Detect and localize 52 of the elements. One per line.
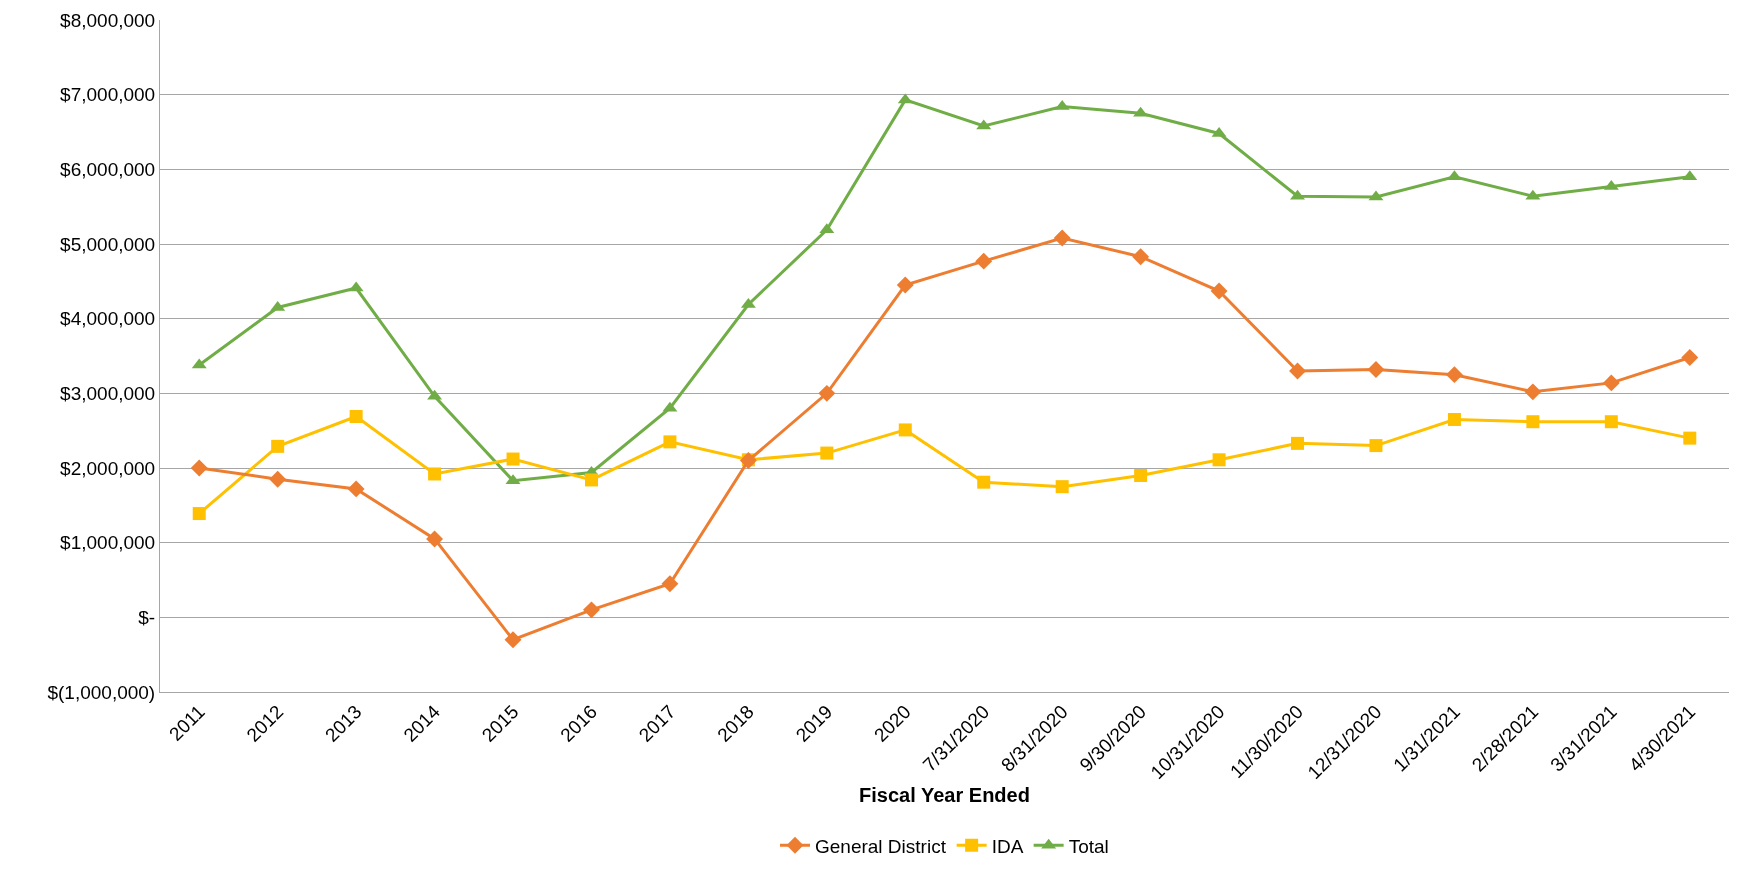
point [426,530,444,548]
point [190,459,208,477]
legend-label: IDA [991,835,1024,857]
point [1447,412,1461,426]
point [663,435,677,449]
point [428,467,442,481]
point [896,276,914,294]
point [271,439,285,453]
point [661,575,679,593]
y-tick-label: $8,000,000 [60,9,156,31]
point [1132,248,1150,266]
legend-label: General District [815,835,947,857]
y-tick-label: $5,000,000 [60,233,156,255]
point [1055,480,1069,494]
point [1369,439,1383,453]
y-tick-label: $3,000,000 [60,382,156,404]
point [1212,453,1226,467]
point [1367,360,1385,378]
point [898,423,912,437]
point [1053,229,1071,247]
point [584,473,598,487]
x-axis-title: Fiscal Year Ended [859,783,1030,806]
point [1210,282,1228,300]
point [192,507,206,521]
point [1134,468,1148,482]
point [1445,366,1463,384]
point [347,480,365,498]
point [504,631,522,649]
point [1524,383,1542,401]
point [1683,431,1697,445]
point [506,452,520,466]
y-tick-label: $4,000,000 [60,308,156,330]
point [349,409,363,423]
point [1526,415,1540,429]
point [1289,362,1306,380]
y-tick-label: $7,000,000 [60,84,156,106]
y-tick-label: $2,000,000 [60,457,156,479]
y-tick-label: $(1,000,000) [47,681,156,703]
point [975,252,993,270]
point [818,384,836,402]
y-tick-label: $1,000,000 [60,532,156,554]
y-tick-label: $- [138,606,156,628]
legend-label: Total [1068,835,1109,857]
point [977,475,991,489]
point [1604,415,1618,429]
point [1602,374,1620,392]
point [820,446,834,460]
y-tick-label: $6,000,000 [60,158,156,180]
point [1291,436,1305,450]
point [1681,349,1699,366]
point [583,601,600,619]
point [269,470,287,488]
